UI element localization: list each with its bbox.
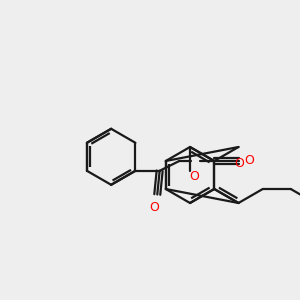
Text: O: O [235,157,244,170]
Text: O: O [149,202,159,214]
Text: O: O [189,170,199,183]
Text: O: O [244,154,254,167]
